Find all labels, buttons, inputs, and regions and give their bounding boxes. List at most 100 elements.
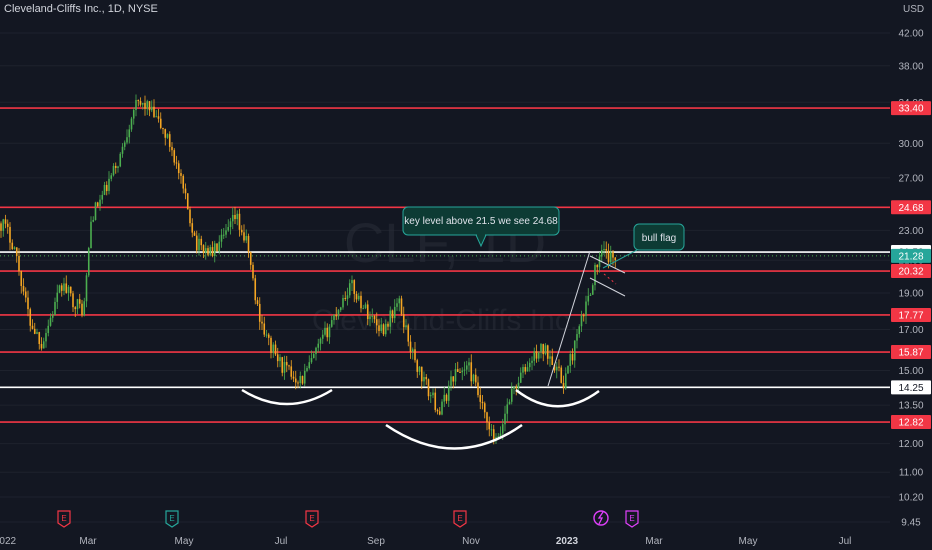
candle-body-114 [256,300,259,304]
candle-body-254 [571,354,574,361]
candle-body-246 [553,364,556,371]
candle-body-202 [454,369,457,382]
candle-body-13 [29,309,32,326]
candle-body-241 [542,344,545,355]
time-axis[interactable]: 2022 Mar May Jul Sep Nov 2023 Mar May Jul [0,530,932,550]
candle-body-29 [65,283,68,293]
candle-body-167 [375,319,378,326]
candle-body-30 [67,286,70,293]
candle-body-115 [258,303,261,322]
candle-body-6 [13,247,16,249]
candle-body-249 [560,367,563,383]
candle-body-255 [573,340,576,361]
candle-body-192 [432,392,434,396]
candle-body-227 [510,388,513,402]
badge-15.87: 15.87 [898,348,923,359]
candle-body-1 [2,219,5,231]
candle-body-189 [425,377,428,380]
candle-body-11 [24,291,27,298]
callout-key-level[interactable]: key level above 21.5 we see 24.68 [402,206,560,248]
candle-body-169 [380,324,383,332]
callout-bull-flag[interactable]: bull flag [633,223,685,251]
candle-body-221 [497,436,500,438]
candle-body-68 [153,106,155,117]
badge-24.68: 24.68 [898,203,923,214]
candle-body-260 [585,301,587,316]
candle-body-5 [11,242,14,249]
candle-body-59 [132,110,135,119]
candle-body-148 [333,314,335,321]
candle-body-236 [531,360,533,363]
candle-body-151 [339,307,342,311]
earnings-marker-label-1: E [169,514,174,523]
candle-body-66 [148,101,151,111]
candle-body-222 [499,433,502,437]
candle-body-67 [150,106,153,111]
candle-body-177 [398,298,401,304]
candle-body-206 [463,369,466,371]
candle-body-79 [177,163,180,174]
candle-body-32 [72,293,74,308]
candle-body-127 [285,362,288,366]
candle-body-186 [418,366,421,372]
candle-body-220 [495,436,497,440]
candle-body-110 [247,235,250,253]
badge-24.68-bg [891,200,931,215]
candle-body-10 [22,285,25,292]
candle-body-26 [58,285,61,293]
earnings-marker-0 [57,510,71,528]
earnings-marker-2 [305,510,319,528]
candle-body-155 [348,283,351,296]
candle-body-185 [416,360,419,372]
candle-body-263 [591,285,594,295]
candle-body-99 [222,234,225,236]
candle-body-139 [312,354,315,359]
x-label-2022: 2022 [0,536,17,547]
candle-body-71 [159,118,162,128]
candle-body-269 [605,249,608,251]
candle-body-188 [423,377,425,382]
candle-body-154 [346,295,349,299]
candle-body-212 [477,382,479,396]
candle-body-4 [9,226,11,243]
candle-body-72 [162,127,164,130]
candle-body-116 [261,321,263,324]
symbol-title[interactable]: Cleveland-Cliffs Inc., 1D, NYSE [4,3,158,15]
candle-body-268 [603,249,605,251]
dividend-bolt-4 [597,511,604,525]
candle-body-200 [450,376,452,386]
candle-body-94 [211,247,214,256]
candle-body-38 [85,275,88,302]
y-tick-19.00: 19.00 [898,289,923,300]
pattern-drawings [241,250,626,450]
candle-body-140 [315,347,317,355]
candle-body-49 [110,175,113,179]
candle-body-89 [200,238,203,246]
candle-body-142 [319,338,322,344]
candle-body-141 [317,343,320,348]
candle-body-109 [245,235,248,241]
candle-body-9 [20,271,23,286]
badge-14.25: 14.25 [898,383,923,394]
candle-body-252 [567,365,569,374]
x-label-Mar: Mar [645,536,663,547]
y-tick-23.00: 23.00 [898,226,923,237]
callout-pointer [602,249,638,269]
candle-body-112 [252,264,254,279]
badge-current-price-bg [891,248,931,263]
candle-body-70 [157,116,160,119]
x-label-Sep: Sep [367,536,385,547]
candle-body-91 [204,248,207,253]
candlestick-series [0,94,617,445]
candle-body-85 [191,223,194,233]
candle-body-40 [90,221,92,249]
candle-body-92 [207,248,209,255]
candle-body-271 [609,251,612,263]
candle-body-253 [569,354,572,366]
candle-body-84 [189,209,191,224]
candle-body-250 [562,382,565,389]
earnings-marker-label-0: E [61,514,66,523]
currency-label: USD [903,4,925,15]
